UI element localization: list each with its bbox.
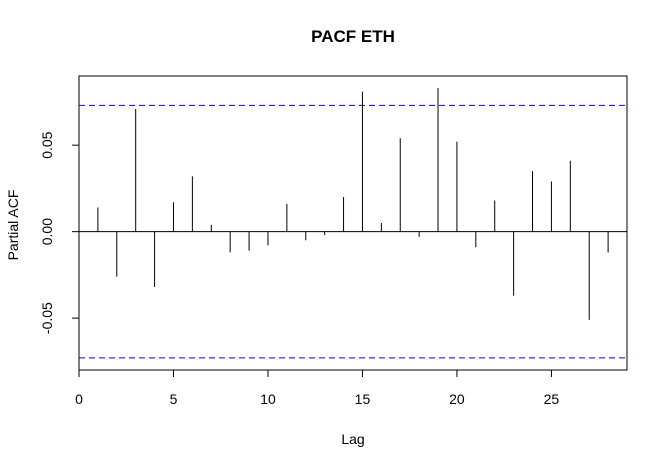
x-tick-label: 25: [544, 391, 560, 407]
confidence-bounds: [79, 104, 627, 359]
x-tick-label: 10: [260, 391, 276, 407]
x-tick-label: 15: [355, 391, 371, 407]
y-axis: -0.05 0.00 0.05: [39, 131, 80, 334]
y-tick-label: 0.00: [39, 218, 55, 245]
pacf-spikes: [97, 88, 609, 320]
x-tick-label: 5: [170, 391, 178, 407]
x-axis: 0 5 10 15 20 25: [75, 369, 560, 407]
y-tick-label: -0.05: [39, 302, 55, 334]
y-tick-label: 0.05: [39, 131, 55, 158]
x-tick-label: 20: [449, 391, 465, 407]
y-axis-label: Partial ACF: [5, 190, 21, 261]
x-tick-label: 0: [75, 391, 83, 407]
chart-title: PACF ETH: [311, 27, 395, 46]
plot-frame: [78, 75, 628, 371]
x-axis-label: Lag: [341, 431, 364, 447]
